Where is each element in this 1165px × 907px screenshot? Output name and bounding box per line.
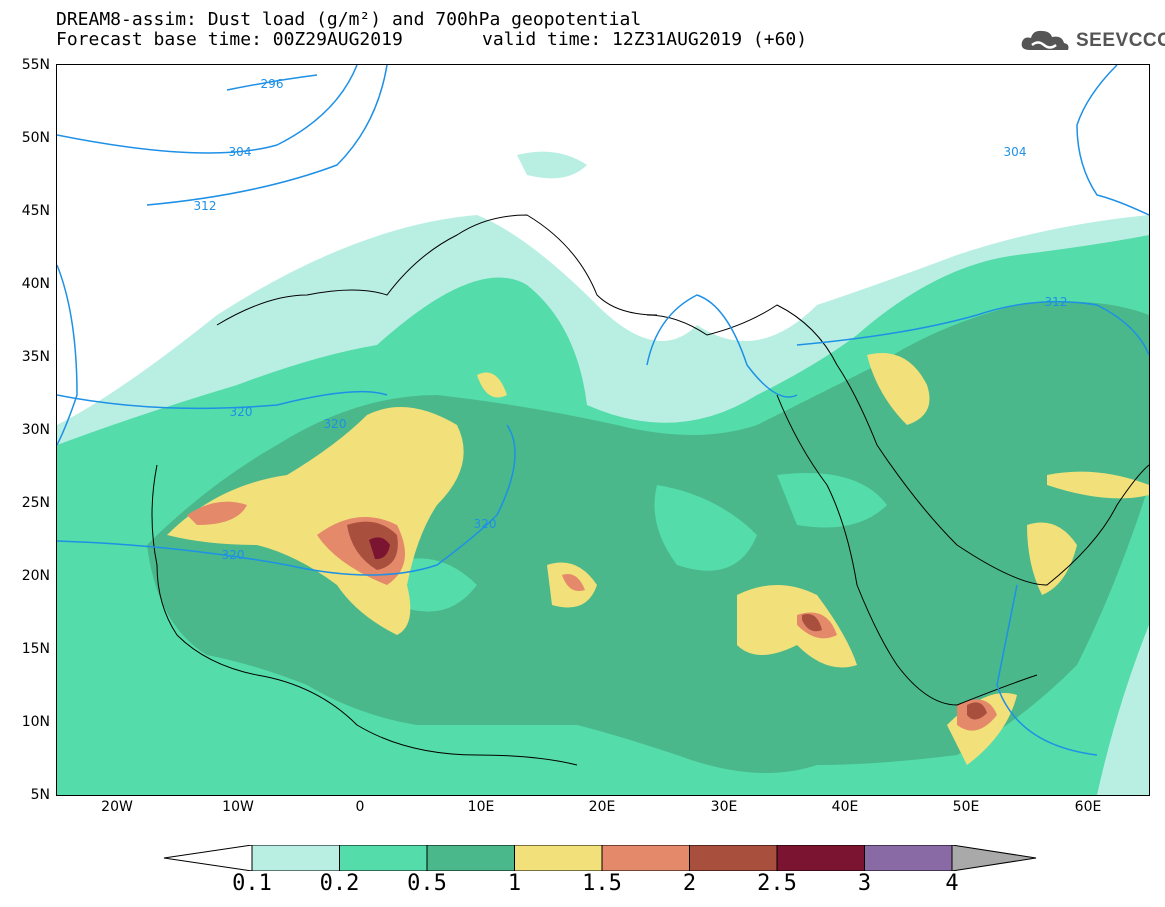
colorbar-label: 1 [507,871,522,896]
lon-tick: 10E [467,799,495,815]
colorbar-label: 0.2 [319,871,360,896]
colorbar-label: 2 [682,871,697,896]
colorbar-swatch [689,845,778,871]
cloud-icon [1021,30,1069,50]
colorbar-label: 1.5 [582,871,622,896]
colorbar-swatch [864,845,953,871]
lon-tick: 40E [831,799,859,815]
lon-tick: 20E [588,799,616,815]
valid-time: valid time: 12Z31AUG2019 (+60) [482,29,808,50]
lon-tick: 50E [952,799,980,815]
logo-text: SEEVCCC [1076,30,1165,51]
colorbar-swatch [426,845,515,871]
lat-tick: 15N [21,641,50,657]
lat-tick: 10N [21,714,50,730]
colorbar-label: 0.1 [232,871,272,896]
colorbar-swatch [339,845,428,871]
colorbar-label: 2.5 [757,871,797,896]
lat-tick: 5N [30,787,50,803]
dust-load-map [56,64,1150,796]
lat-tick: 30N [21,422,50,438]
colorbar-under-arrow [163,845,253,871]
lat-tick: 55N [21,57,50,73]
map-title: DREAM8-assim: Dust load (g/m²) and 700hP… [56,9,642,30]
map-canvas [57,65,1149,795]
lat-tick: 35N [21,349,50,365]
lon-tick: 30E [710,799,738,815]
coastlines [151,214,1149,766]
lat-tick: 50N [21,130,50,146]
colorbar-swatch [776,845,865,871]
dust-field-2.5 [369,537,390,560]
lat-tick: 20N [21,568,50,584]
lon-tick: 10W [222,799,254,815]
geopotential-contours [57,65,1149,756]
lat-tick: 45N [21,203,50,219]
forecast-base-time: Forecast base time: 00Z29AUG2019 [56,29,403,50]
colorbar-label: 4 [945,871,959,896]
colorbar [163,845,1037,871]
lon-tick: 0 [355,799,365,815]
colorbar-swatch [251,845,340,871]
lon-tick: 60E [1074,799,1102,815]
colorbar-label: 3 [857,871,872,896]
seevccc-logo: SEEVCCC [1018,26,1165,58]
lon-tick: 20W [101,799,133,815]
colorbar-label: 0.5 [407,871,447,896]
colorbar-swatch [514,845,603,871]
lat-tick: 40N [21,276,50,292]
lat-tick: 25N [21,495,50,511]
colorbar-swatch [601,845,690,871]
colorbar-over-arrow [951,845,1037,871]
